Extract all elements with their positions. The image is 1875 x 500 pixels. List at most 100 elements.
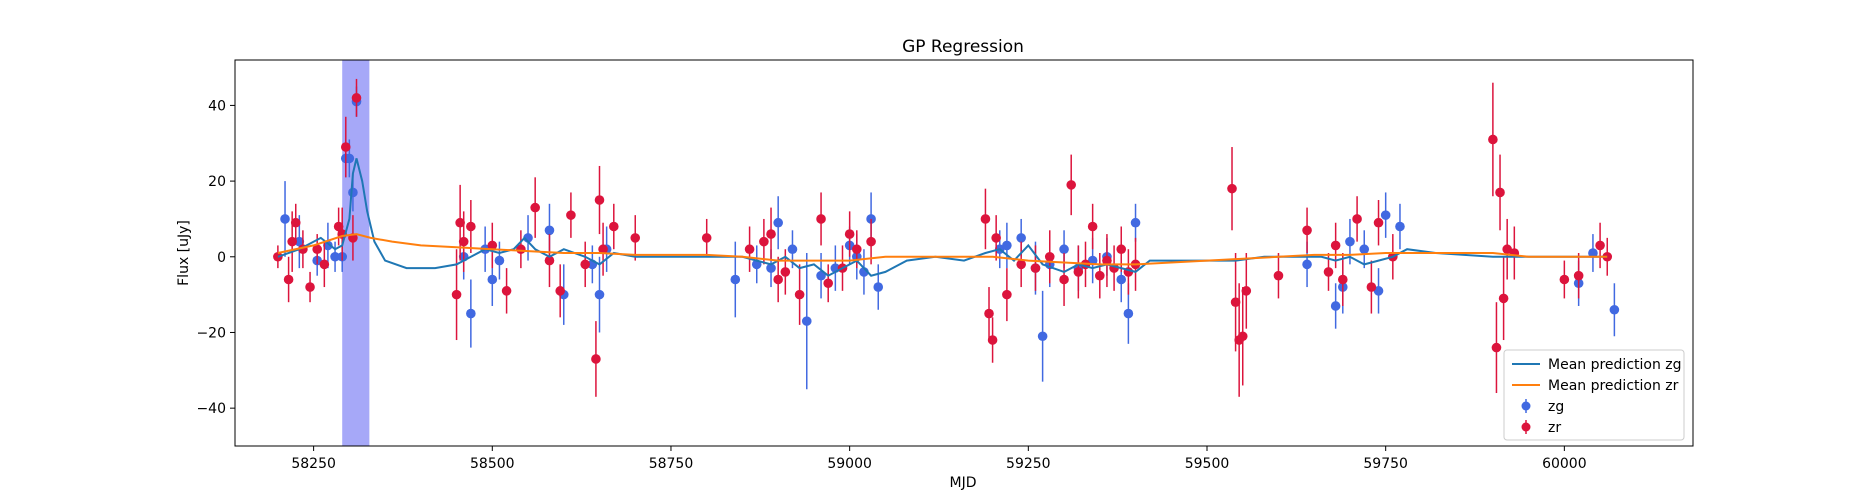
zr-point xyxy=(1044,251,1055,262)
zr-point xyxy=(319,259,330,270)
zg-point xyxy=(1116,274,1127,285)
zg-point xyxy=(344,153,355,164)
zg-point xyxy=(801,316,812,326)
zr-point xyxy=(1302,225,1312,236)
plot-content xyxy=(273,60,1620,446)
legend-marker-swatch xyxy=(1521,401,1531,411)
zr-point xyxy=(305,282,315,292)
zr-point xyxy=(1330,240,1341,251)
zr-point xyxy=(594,195,605,205)
zg-point xyxy=(330,251,340,262)
legend-item: Mean prediction zg xyxy=(1512,357,1682,373)
zr-point xyxy=(1602,251,1613,262)
y-tick-label: 40 xyxy=(208,98,226,114)
axes-frame xyxy=(234,59,1694,447)
zg-point xyxy=(1037,331,1048,342)
legend-label: Mean prediction zg xyxy=(1548,357,1682,373)
zg-point xyxy=(730,274,741,285)
x-tick-label: 60000 xyxy=(1542,456,1587,472)
zr-point xyxy=(1002,289,1012,300)
legend-box xyxy=(1503,349,1685,441)
zr-point xyxy=(1094,270,1105,281)
zr-point xyxy=(555,286,565,296)
zg-point xyxy=(280,214,290,224)
highlight-band xyxy=(342,60,370,446)
zg-point xyxy=(1345,236,1355,247)
y-axis: −40 −20 0 20 40 xyxy=(196,98,235,417)
zr-point xyxy=(984,308,994,319)
zr-point xyxy=(1273,270,1284,281)
zr-point xyxy=(1498,293,1509,304)
zr-point xyxy=(851,244,862,255)
zr-point xyxy=(283,274,294,285)
zr-point xyxy=(351,93,362,103)
line-mean-prediction-zr xyxy=(277,233,1608,266)
zr-point xyxy=(466,221,476,232)
zg-point xyxy=(873,282,884,292)
zg-point xyxy=(1130,217,1141,228)
zg-point xyxy=(1059,244,1069,255)
zr-point xyxy=(1016,259,1026,270)
y-tick-label: 0 xyxy=(217,250,226,266)
zg-point xyxy=(1002,240,1012,251)
zg-point xyxy=(487,274,498,285)
legend-item: zr xyxy=(1521,420,1561,436)
x-tick-label: 59750 xyxy=(1363,456,1408,472)
zr-point xyxy=(1087,221,1098,232)
zr-point xyxy=(1323,267,1334,277)
zg-point xyxy=(1123,308,1134,319)
y-tick-label: 20 xyxy=(208,174,226,190)
zg-point xyxy=(1395,221,1405,232)
zr-point xyxy=(759,236,769,247)
legend: Mean prediction zg Mean prediction zr zg zr xyxy=(1503,349,1685,441)
zr-point xyxy=(1102,255,1112,266)
zr-point xyxy=(290,217,301,228)
plot-area xyxy=(273,60,1620,446)
zr-point xyxy=(823,278,834,289)
zr-point xyxy=(333,221,344,232)
zr-point xyxy=(1073,267,1084,277)
zr-point xyxy=(1491,342,1502,353)
zr-point xyxy=(591,354,601,364)
zr-point xyxy=(1595,240,1605,251)
zr-point xyxy=(630,233,641,243)
zr-point xyxy=(866,236,876,247)
legend-label: Mean prediction zr xyxy=(1548,378,1679,394)
zr-point xyxy=(816,214,826,224)
x-tick-label: 58750 xyxy=(649,456,694,472)
zr-point xyxy=(455,217,465,228)
zg-point xyxy=(294,236,305,247)
x-axis: 58250 58500 58750 59000 59250 59500 59750 60000 xyxy=(291,446,1587,472)
zr-point xyxy=(458,236,469,247)
zr-point xyxy=(1495,187,1505,198)
x-axis-label: MJD xyxy=(950,475,977,491)
zr-point xyxy=(1116,244,1127,255)
zr-point xyxy=(1352,214,1362,224)
y-tick-label: −20 xyxy=(196,325,226,341)
legend-item: Mean prediction zr xyxy=(1512,378,1679,394)
zr-point xyxy=(766,229,776,239)
zr-point xyxy=(1066,180,1077,190)
zr-point xyxy=(991,233,1001,243)
line-mean-prediction-zg xyxy=(277,158,1608,277)
zr-point xyxy=(773,274,783,285)
zg-point xyxy=(348,187,358,198)
zr-point xyxy=(844,229,855,239)
zr-point xyxy=(287,236,297,247)
zr-point xyxy=(780,267,791,277)
zr-point xyxy=(1337,274,1348,285)
zr-point xyxy=(598,244,608,255)
zr-point xyxy=(1030,263,1041,273)
zr-point xyxy=(451,289,462,300)
legend-label: zg xyxy=(1548,399,1564,415)
x-tick-label: 58500 xyxy=(470,456,515,472)
zg-point xyxy=(787,244,798,255)
zr-point xyxy=(744,244,755,255)
legend-label: zr xyxy=(1548,420,1561,436)
zr-point xyxy=(1241,286,1252,296)
zg-point xyxy=(594,289,605,300)
zr-point xyxy=(544,255,555,266)
zg-point xyxy=(466,308,476,319)
x-tick-label: 59500 xyxy=(1185,456,1230,472)
